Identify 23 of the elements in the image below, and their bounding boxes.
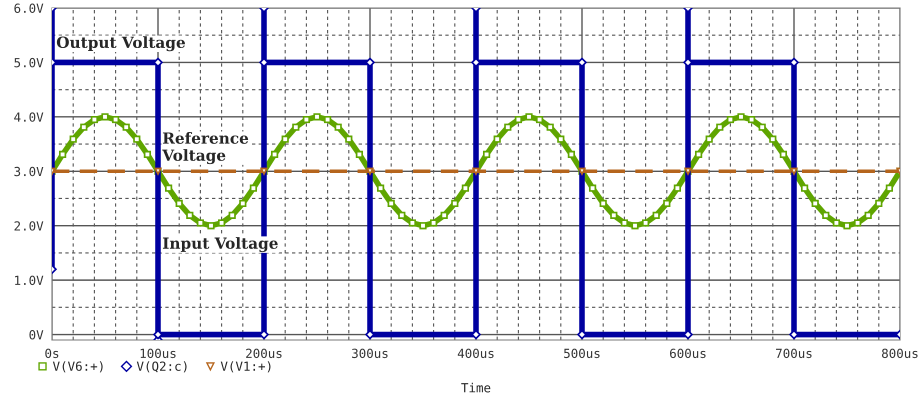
y-tick-label: 2.0V <box>14 221 44 231</box>
y-tick-label: 5.0V <box>14 58 44 68</box>
x-tick-label: 100us <box>140 348 176 358</box>
x-tick-label: 400us <box>458 348 494 358</box>
annotation: Output Voltage <box>56 36 185 52</box>
x-tick-label: 300us <box>352 348 388 358</box>
x-tick-label: 200us <box>246 348 282 358</box>
y-tick-label: 1.0V <box>15 276 44 286</box>
x-tick-label: 800us <box>882 348 918 358</box>
y-tick-label: 0V <box>29 330 44 340</box>
x-tick-label: 0s <box>45 348 58 358</box>
legend-label: V(Q2:c) <box>136 361 187 372</box>
y-tick-label: 6.0V <box>14 4 44 13</box>
x-axis-title: Time <box>461 382 490 392</box>
y-tick-label: 4.0V <box>14 112 44 122</box>
x-tick-label: 500us <box>564 348 600 358</box>
x-tick-label: 700us <box>776 348 812 358</box>
annotation: Reference Voltage <box>162 132 248 164</box>
y-tick-label: 3.0V <box>14 166 44 176</box>
x-tick-label: 600us <box>670 348 706 358</box>
annotation: Input Voltage <box>162 237 278 252</box>
legend-label: V(V1:+) <box>220 361 270 372</box>
legend-label: V(V6:+) <box>52 361 103 372</box>
